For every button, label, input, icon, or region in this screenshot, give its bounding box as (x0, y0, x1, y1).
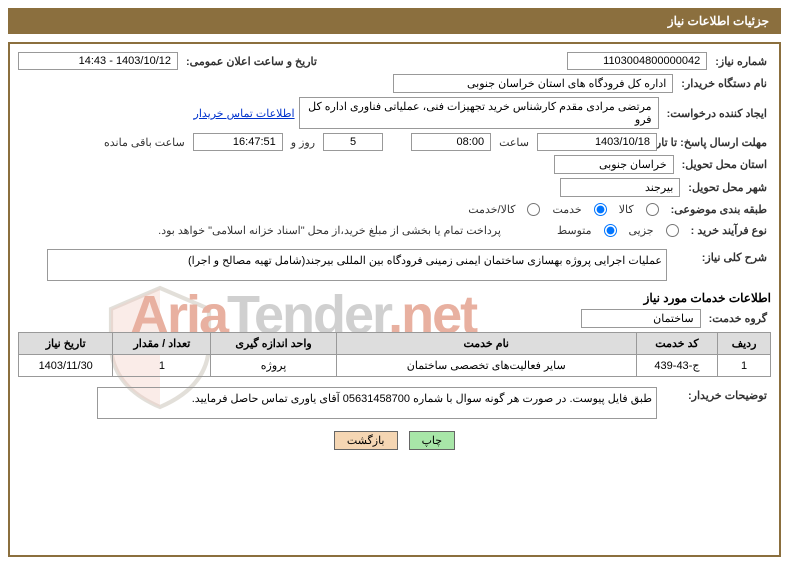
cat-goods-radio[interactable] (646, 203, 659, 216)
th-qty: تعداد / مقدار (113, 333, 211, 355)
buyer-org-label: نام دستگاه خریدار: (677, 75, 771, 92)
row-city: شهر محل تحویل: بیرجند (18, 178, 771, 197)
days-field: 5 (323, 133, 383, 151)
td-row: 1 (718, 355, 771, 377)
province-label: استان محل تحویل: (678, 156, 771, 173)
td-date: 1403/11/30 (19, 355, 113, 377)
th-name: نام خدمت (336, 333, 636, 355)
services-section: اطلاعات خدمات مورد نیاز گروه خدمت: ساختم… (18, 291, 771, 377)
services-header: اطلاعات خدمات مورد نیاز (18, 291, 771, 305)
category-label: طبقه بندی موضوعی: (667, 201, 771, 218)
time-label: ساعت (495, 134, 533, 151)
cat-both-label: کالا/خدمت (464, 201, 519, 218)
buyer-org-field: اداره کل فرودگاه های استان خراسان جنوبی (393, 74, 673, 93)
th-unit: واحد اندازه گیری (211, 333, 336, 355)
td-code: ج-43-439 (636, 355, 717, 377)
announce-datetime-label: تاریخ و ساعت اعلان عمومی: (182, 53, 321, 70)
print-button[interactable]: چاپ (409, 431, 456, 450)
table-header-row: ردیف کد خدمت نام خدمت واحد اندازه گیری ت… (19, 333, 771, 355)
page-title: جزئیات اطلاعات نیاز (668, 14, 769, 28)
desc-label: شرح کلی نیاز: (671, 249, 771, 266)
service-group-label: گروه خدمت: (705, 310, 771, 327)
cat-service-radio[interactable] (594, 203, 607, 216)
type-partial-label: جزیی (625, 222, 658, 239)
buyer-notes-field: طبق فایل پیوست. در صورت هر گونه سوال با … (97, 387, 657, 419)
province-field: خراسان جنوبی (554, 155, 674, 174)
button-bar: چاپ بازگشت (18, 431, 771, 450)
th-code: کد خدمت (636, 333, 717, 355)
purchase-type-label: نوع فرآیند خرید : (687, 222, 771, 239)
th-row: ردیف (718, 333, 771, 355)
type-medium-label: متوسط (553, 222, 596, 239)
row-purchase-type: نوع فرآیند خرید : جزیی متوسط پرداخت تمام… (18, 222, 771, 239)
row-category: طبقه بندی موضوعی: کالا خدمت کالا/خدمت (18, 201, 771, 218)
days-label: روز و (287, 134, 319, 151)
th-date: تاریخ نیاز (19, 333, 113, 355)
city-field: بیرجند (560, 178, 680, 197)
main-frame: AriaTender.net شماره نیاز: 1103004800000… (8, 42, 781, 557)
row-deadline: مهلت ارسال پاسخ: تا تاریخ: 1403/10/18 سا… (18, 133, 771, 151)
service-group-field: ساختمان (581, 309, 701, 328)
row-desc: شرح کلی نیاز: عملیات اجرایی پروژه بهسازی… (18, 249, 771, 281)
requester-label: ایجاد کننده درخواست: (663, 105, 771, 122)
desc-field: عملیات اجرایی پروژه بهسازی ساختمان ایمنی… (47, 249, 667, 281)
remaining-label: ساعت باقی مانده (100, 134, 189, 151)
announce-datetime-field: 1403/10/12 - 14:43 (18, 52, 178, 70)
need-number-label: شماره نیاز: (711, 53, 771, 70)
row-service-group: گروه خدمت: ساختمان (18, 309, 771, 328)
row-buyer-notes: توضیحات خریدار: طبق فایل پیوست. در صورت … (18, 387, 771, 419)
services-table: ردیف کد خدمت نام خدمت واحد اندازه گیری ت… (18, 332, 771, 377)
row-need-number: شماره نیاز: 1103004800000042 تاریخ و ساع… (18, 52, 771, 70)
remaining-time-field: 16:47:51 (193, 133, 283, 151)
cat-service-label: خدمت (548, 201, 585, 218)
city-label: شهر محل تحویل: (684, 179, 771, 196)
row-buyer-org: نام دستگاه خریدار: اداره کل فرودگاه های … (18, 74, 771, 93)
contact-buyer-link[interactable]: اطلاعات تماس خریدار (194, 107, 295, 120)
cat-both-radio[interactable] (527, 203, 540, 216)
need-number-field: 1103004800000042 (567, 52, 707, 70)
type-medium-radio[interactable] (604, 224, 617, 237)
payment-note: پرداخت تمام یا بخشی از مبلغ خرید،از محل … (154, 222, 505, 239)
page-header: جزئیات اطلاعات نیاز (8, 8, 781, 34)
td-qty: 1 (113, 355, 211, 377)
type-partial-radio[interactable] (666, 224, 679, 237)
cat-goods-label: کالا (615, 201, 638, 218)
td-name: سایر فعالیت‌های تخصصی ساختمان (336, 355, 636, 377)
requester-field: مرتضی مرادی مقدم کارشناس خرید تجهیزات فن… (299, 97, 659, 129)
row-requester: ایجاد کننده درخواست: مرتضی مرادی مقدم کا… (18, 97, 771, 129)
td-unit: پروژه (211, 355, 336, 377)
buyer-notes-label: توضیحات خریدار: (661, 387, 771, 404)
deadline-label: مهلت ارسال پاسخ: تا تاریخ: (661, 134, 771, 151)
table-row: 1 ج-43-439 سایر فعالیت‌های تخصصی ساختمان… (19, 355, 771, 377)
deadline-date-field: 1403/10/18 (537, 133, 657, 151)
row-province: استان محل تحویل: خراسان جنوبی (18, 155, 771, 174)
back-button[interactable]: بازگشت (334, 431, 398, 450)
deadline-time-field: 08:00 (411, 133, 491, 151)
